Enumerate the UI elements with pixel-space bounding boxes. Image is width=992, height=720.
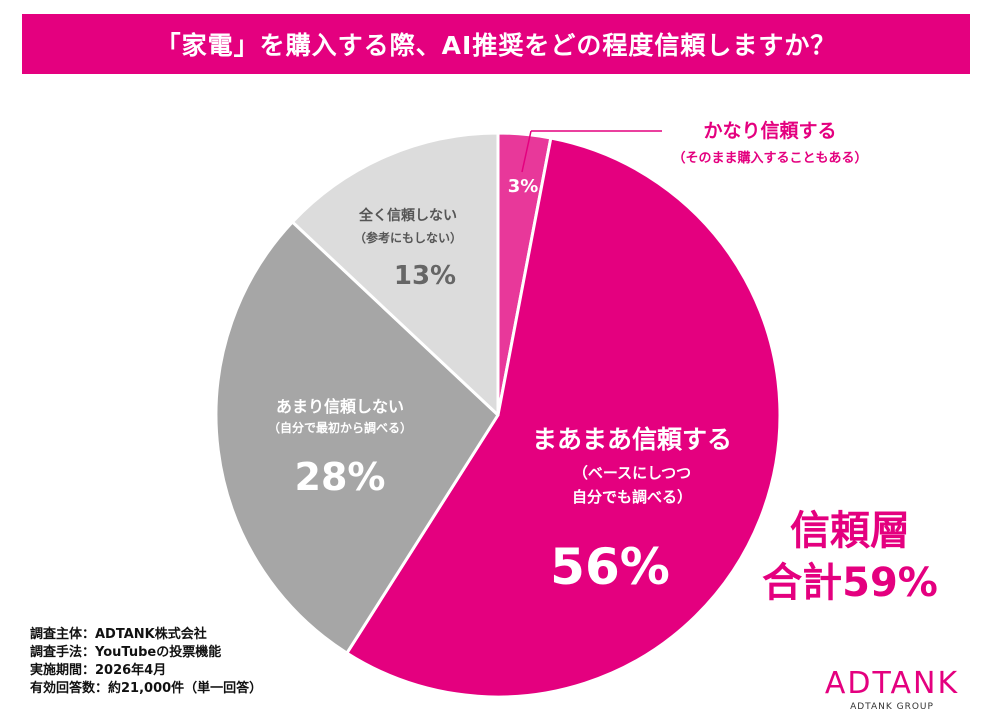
- label-somewhat: まあまあ信頼する: [532, 425, 732, 454]
- leader-line-very: [521, 130, 532, 173]
- sublabel-very: （そのまま購入することもある）: [672, 150, 867, 166]
- pct-very: 3%: [508, 176, 539, 197]
- pct-not-much: 28%: [295, 455, 386, 499]
- chart-title-banner: 「家電」を購入する際、AI推奨をどの程度信頼しますか？: [22, 14, 970, 74]
- slice-not-much-trust: [214, 220, 500, 655]
- footnote-line: 調査手法：YouTubeの投票機能: [30, 645, 222, 660]
- adtank-logo: ADTANK ADTANK GROUP: [812, 666, 972, 713]
- sublabel-not-much: （自分で最初から調べる）: [268, 420, 412, 435]
- footnote-line: 有効回答数：約21,000件（単一回答）: [30, 681, 263, 696]
- trust-callout-line1: 信頼層: [790, 508, 910, 554]
- sublabel-somewhat-1: （ベースにしつつ: [573, 464, 691, 482]
- pie-labels: かなり信頼する （そのまま購入することもある） 3% まあまあ信頼する （ベース…: [268, 119, 938, 606]
- pct-not-at-all: 13%: [394, 261, 456, 291]
- label-not-much: あまり信頼しない: [276, 397, 404, 416]
- trust-callout-line2: 合計59%: [762, 560, 938, 606]
- logo-subtext: ADTANK GROUP: [850, 702, 934, 712]
- sublabel-somewhat-2: 自分でも調べる）: [572, 488, 692, 506]
- footnote-line: 実施期間：2026年4月: [30, 663, 167, 678]
- slice-somewhat-trust: [345, 136, 782, 699]
- pie-slices: [214, 131, 782, 699]
- pct-somewhat: 56%: [550, 538, 670, 596]
- slice-no-trust: [290, 131, 500, 417]
- logo-wordmark: ADTANK: [824, 666, 960, 701]
- survey-footnotes: 調査主体：ADTANK株式会社 調査手法：YouTubeの投票機能 実施期間：2…: [30, 626, 262, 698]
- label-not-at-all: 全く信頼しない: [358, 207, 457, 224]
- chart-title: 「家電」を購入する際、AI推奨をどの程度信頼しますか？: [155, 31, 837, 60]
- sublabel-not-at-all: （参考にもしない）: [354, 230, 462, 245]
- label-very: かなり信頼する: [703, 119, 836, 142]
- footnote-line: 調査主体：ADTANK株式会社: [30, 627, 207, 642]
